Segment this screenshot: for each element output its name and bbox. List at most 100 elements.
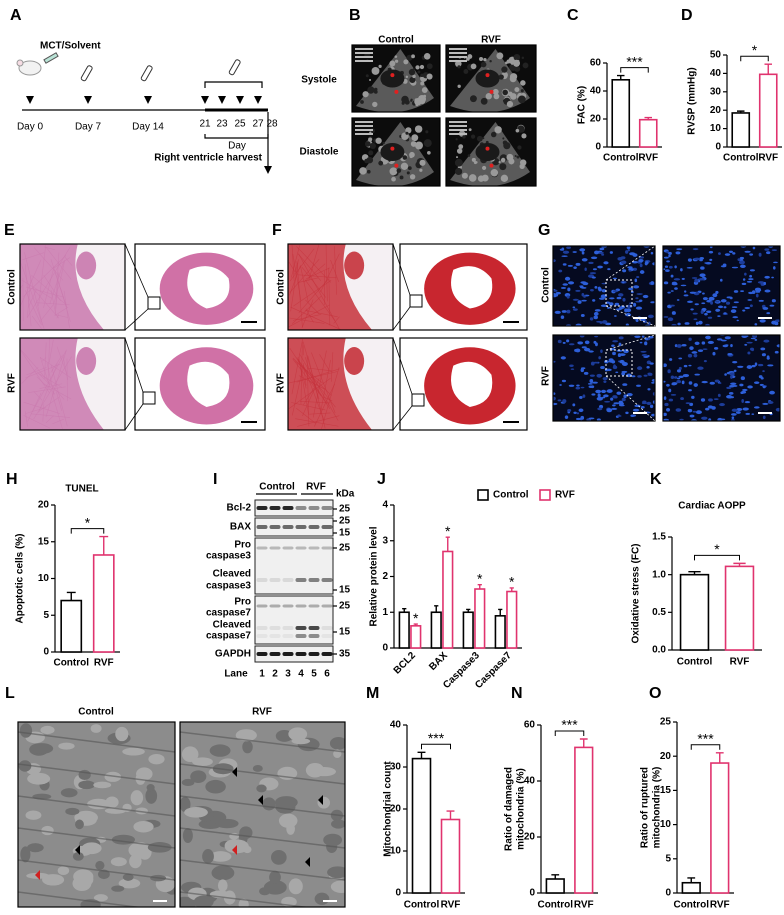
speckle [506, 153, 514, 161]
nucleus [746, 341, 753, 344]
speckle [455, 138, 458, 141]
nucleus [584, 267, 587, 272]
nucleus [706, 310, 712, 314]
nucleus [707, 340, 714, 344]
nucleus [623, 394, 627, 399]
y-tick-label: 10 [38, 573, 50, 584]
nucleus [731, 306, 738, 309]
ultrasound-image [446, 45, 536, 112]
zoom-line [605, 305, 656, 327]
mitochondrion [110, 857, 127, 867]
em-image [180, 722, 345, 907]
nucleus [683, 364, 688, 368]
nucleus [730, 344, 733, 348]
mitochondrion [129, 854, 142, 869]
nucleus [593, 315, 598, 320]
nucleus [557, 399, 562, 402]
mitochondrion [95, 860, 105, 870]
bar [758, 73, 778, 148]
panel-letter: J [377, 471, 386, 488]
nucleus [573, 266, 577, 269]
speckle [490, 169, 499, 177]
nucleus [687, 258, 692, 262]
fiber [36, 302, 70, 306]
panel-i: I Control RVF kDa Lane [213, 471, 355, 679]
nucleus [714, 379, 720, 383]
blot-band [321, 626, 333, 630]
fiber [42, 404, 45, 422]
error-bar [413, 623, 418, 626]
x-tick-label: BCL2 [392, 650, 419, 677]
nucleus [702, 297, 708, 301]
nucleus [638, 299, 643, 302]
y-tick-label: 1.0 [652, 569, 666, 580]
ventricle [380, 69, 405, 88]
fiber [58, 260, 66, 289]
nucleus [667, 317, 674, 322]
fiber [56, 346, 68, 375]
nucleus [600, 365, 605, 370]
mitochondrion [122, 873, 134, 881]
nucleus [564, 276, 571, 281]
nucleus [740, 376, 745, 381]
day-label: Day 7 [75, 122, 102, 133]
nucleus [650, 251, 654, 255]
speckle [401, 95, 409, 104]
nucleus [567, 287, 571, 292]
nucleus [620, 256, 626, 260]
nucleus [694, 373, 700, 376]
nucleus [737, 258, 741, 262]
speckle [463, 69, 469, 74]
mitochondrion [288, 727, 308, 741]
lane-number: 5 [311, 669, 317, 680]
nucleus [712, 351, 716, 356]
nucleus [728, 250, 733, 253]
masson-image [400, 338, 527, 430]
legend-swatch [539, 489, 551, 501]
nucleus [590, 289, 594, 292]
nucleus [608, 302, 614, 306]
blot-band [308, 626, 320, 630]
y-tick-label: 5 [43, 610, 49, 621]
mitochondrion [30, 743, 54, 754]
nucleus [597, 286, 601, 291]
speckle [522, 62, 529, 69]
image-frame [179, 721, 346, 908]
marker-label: 15 [339, 585, 351, 596]
y-tick-label: 10 [660, 819, 672, 830]
mitochondrion [263, 880, 287, 895]
x-tick-label: Control [404, 900, 440, 911]
column-label: Control [78, 707, 114, 718]
fiber [308, 244, 320, 281]
fiber [308, 367, 332, 372]
masson-image [288, 244, 393, 330]
blot-strip [254, 517, 334, 537]
nucleus [744, 306, 751, 310]
nucleus [762, 402, 769, 405]
mitochondrion [217, 879, 228, 892]
blot-band [282, 578, 294, 582]
nucleus [750, 337, 756, 340]
image-frame [134, 243, 266, 331]
speckle [394, 55, 398, 59]
mitochondrion [146, 784, 155, 792]
fiber [296, 408, 316, 424]
nucleus [709, 381, 715, 385]
zoom-line [124, 403, 144, 431]
nucleus [553, 402, 558, 406]
mitochondrion [75, 819, 84, 830]
speckle [421, 87, 428, 94]
nucleus [694, 303, 699, 306]
blot-band [308, 604, 320, 608]
nucleus [749, 274, 753, 278]
nucleus [717, 315, 721, 317]
syringe-icons [80, 65, 93, 82]
mitochondrion [122, 747, 145, 756]
nucleus [592, 361, 599, 364]
nucleus [607, 268, 611, 271]
speckle [479, 57, 484, 62]
speckle [454, 158, 463, 167]
mitochondrion [317, 796, 331, 809]
nucleus [717, 417, 723, 421]
text-overlay [449, 60, 467, 62]
